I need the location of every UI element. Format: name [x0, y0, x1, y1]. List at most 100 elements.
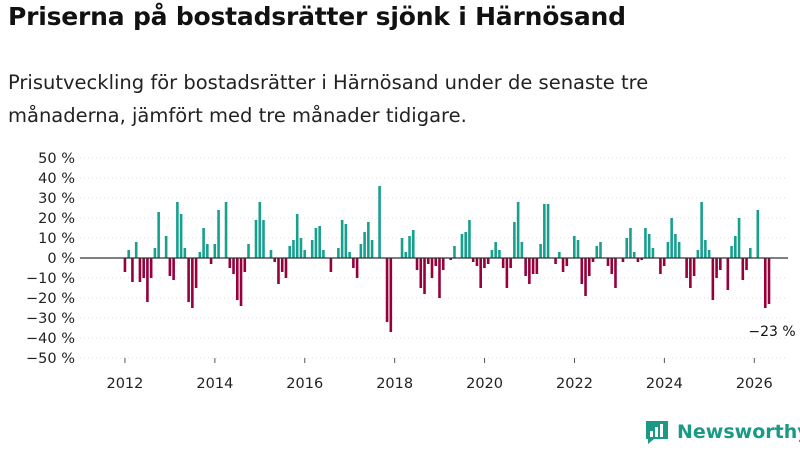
- bar: [348, 252, 351, 258]
- bar: [310, 240, 314, 258]
- bar: [404, 252, 408, 258]
- x-axis: 2012 2014 2016 2018 2020 2022 2024 2026: [106, 358, 773, 392]
- bar: [763, 258, 767, 308]
- bar: [438, 258, 441, 298]
- y-tick-label: −30 %: [26, 311, 75, 327]
- y-tick-label: 10 %: [38, 231, 75, 247]
- x-tick-label: 2018: [376, 376, 413, 392]
- bar: [584, 258, 587, 296]
- bar: [449, 258, 453, 260]
- bar: [419, 258, 423, 288]
- last-value-annotation: −23 %: [748, 324, 795, 340]
- bar: [501, 258, 505, 268]
- bar: [674, 234, 677, 258]
- bar: [295, 214, 299, 258]
- bar: [610, 258, 614, 274]
- bar: [520, 242, 524, 258]
- x-tick-label: 2020: [466, 376, 503, 392]
- bar: [741, 258, 745, 280]
- bar: [704, 240, 707, 258]
- bar: [168, 258, 172, 276]
- bar: [471, 258, 475, 262]
- bar: [206, 244, 209, 258]
- bar: [685, 258, 688, 278]
- bar: [629, 228, 632, 258]
- bar: [494, 242, 497, 258]
- bar: [389, 258, 393, 332]
- bar: [299, 238, 303, 258]
- bar: [423, 258, 426, 294]
- bar: [707, 250, 711, 258]
- bar: [561, 258, 565, 272]
- bar: [123, 258, 127, 272]
- bar: [217, 210, 220, 258]
- bar: [344, 224, 348, 258]
- bar: [726, 258, 730, 290]
- bar: [153, 248, 157, 258]
- bar: [647, 234, 651, 258]
- bar: [232, 258, 235, 274]
- bar: [524, 258, 527, 276]
- bar: [599, 242, 602, 258]
- bar: [146, 258, 149, 302]
- bar: [745, 258, 748, 270]
- bar: [719, 258, 722, 270]
- bar: [434, 258, 438, 266]
- x-tick-label: 2016: [286, 376, 323, 392]
- bar: [558, 252, 561, 258]
- bar: [644, 228, 647, 258]
- y-tick-label: −50 %: [26, 351, 75, 367]
- bar: [460, 234, 464, 258]
- y-tick-label: −10 %: [26, 271, 75, 287]
- y-tick-label: 50 %: [38, 151, 75, 167]
- y-tick-label: 20 %: [38, 211, 75, 227]
- bar: [314, 228, 318, 258]
- bar: [715, 258, 718, 278]
- bar: [636, 258, 640, 262]
- bar: [606, 258, 610, 266]
- bar: [179, 214, 183, 258]
- bar: [580, 258, 584, 284]
- bar: [340, 220, 344, 258]
- bar: [262, 220, 265, 258]
- bar: [565, 258, 569, 266]
- bar: [164, 236, 168, 258]
- bar: [666, 242, 670, 258]
- bar: [235, 258, 239, 300]
- bar: [513, 222, 516, 258]
- bar: [475, 258, 479, 266]
- bar: [400, 238, 404, 258]
- bar: [247, 244, 250, 258]
- bar: [329, 258, 333, 272]
- bar: [213, 244, 217, 258]
- bar: [138, 258, 142, 282]
- bar: [378, 186, 381, 258]
- bar: [142, 258, 145, 278]
- bar: [280, 258, 284, 272]
- bar: [239, 258, 243, 306]
- bar: [359, 244, 363, 258]
- bar-series: [123, 186, 771, 332]
- bar: [292, 240, 295, 258]
- bar: [734, 236, 737, 258]
- bar: [363, 232, 366, 258]
- bar: [198, 252, 202, 258]
- bar: [546, 204, 550, 258]
- y-tick-label: −40 %: [26, 331, 75, 347]
- bar: [576, 240, 580, 258]
- y-tick-label: −20 %: [26, 291, 75, 307]
- bar: [370, 240, 374, 258]
- bar: [367, 222, 370, 258]
- bar: [172, 258, 175, 280]
- bar: [187, 258, 190, 302]
- bar: [591, 258, 595, 262]
- bar: [176, 202, 179, 258]
- bar: [426, 258, 430, 264]
- bar: [587, 258, 591, 276]
- bar: [535, 258, 539, 274]
- bar: [191, 258, 194, 308]
- bar: [614, 258, 617, 288]
- bar: [318, 226, 321, 258]
- bar: [258, 202, 262, 258]
- brand-logo[interactable]: Newsworthy: [644, 417, 800, 447]
